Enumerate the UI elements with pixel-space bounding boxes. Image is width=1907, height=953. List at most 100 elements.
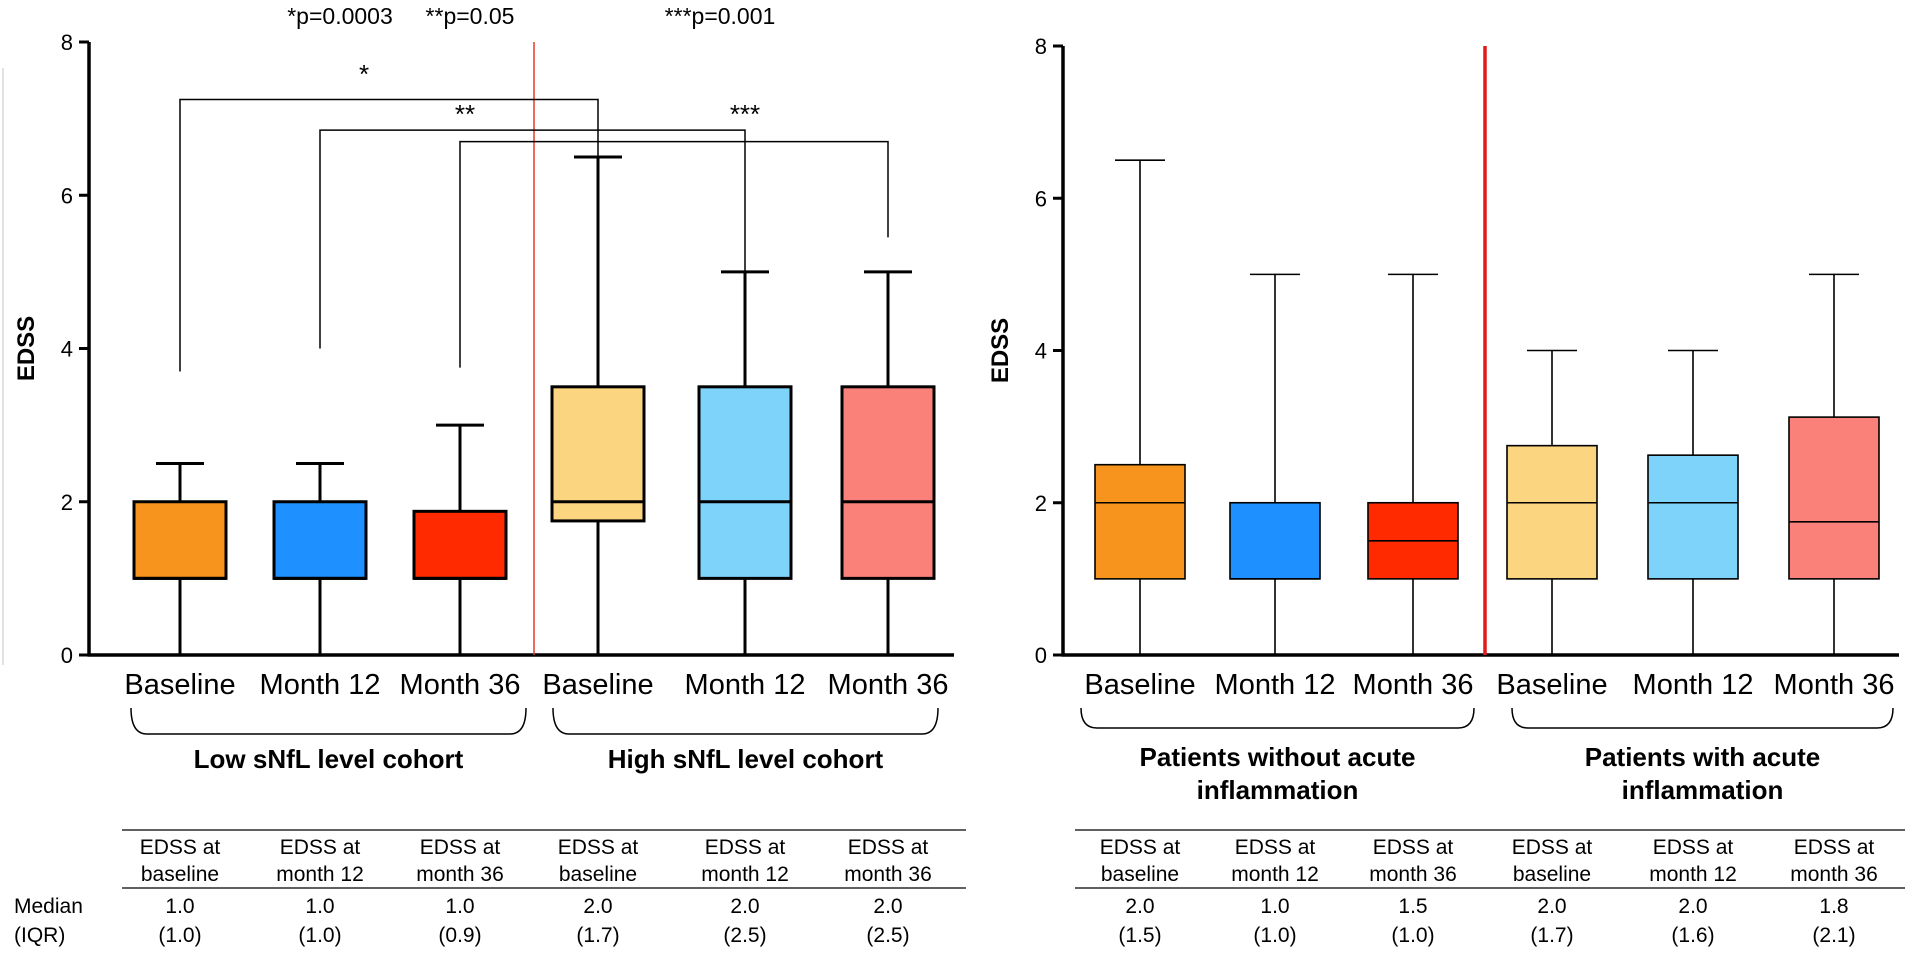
significance-star: ** [455, 99, 475, 129]
table-median-value: 1.0 [305, 895, 334, 918]
table-median-value: 2.0 [1537, 895, 1566, 918]
box-iqr [272, 500, 368, 580]
left-chart: 0 2 4 6 8 EDSS Baseline Month 12 Month 36 Baselin… [2, 3, 966, 947]
y-axis-label: EDSS [13, 316, 40, 381]
box-iqr [840, 385, 936, 580]
table-median-value: 2.0 [583, 895, 612, 918]
table-row-label: Median [14, 895, 83, 918]
y-tick-label: 2 [1035, 491, 1047, 516]
table-median-value: 1.8 [1819, 895, 1848, 918]
box-iqr [1229, 501, 1321, 580]
group-bracket [552, 707, 939, 735]
table-iqr-value: (1.7) [576, 924, 619, 947]
table-iqr-value: (1.7) [1530, 924, 1573, 947]
significance-p-value: *p=0.0003 [287, 3, 393, 29]
group-bracket [130, 707, 527, 735]
group-label: Patients without acute [1140, 742, 1416, 772]
table-header: EDSS at [1373, 836, 1454, 859]
table-median-value: 2.0 [1678, 895, 1707, 918]
group-label: inflammation [1197, 775, 1359, 805]
table-header: EDSS at [1235, 836, 1316, 859]
box-iqr [1094, 463, 1186, 580]
table-iqr-value: (0.9) [438, 924, 481, 947]
table-header: baseline [559, 863, 637, 886]
significance-bracket [459, 140, 889, 368]
table-iqr-value: (2.1) [1812, 924, 1855, 947]
table-header: month 36 [1369, 863, 1457, 886]
group-label: Low sNfL level cohort [194, 744, 464, 774]
y-tick-label: 0 [61, 643, 73, 668]
group-label: High sNfL level cohort [608, 744, 884, 774]
y-tick-label: 2 [61, 490, 73, 515]
significance-p-value: **p=0.05 [426, 3, 515, 29]
table-iqr-value: (1.0) [1391, 924, 1434, 947]
x-category-label: Baseline [1084, 669, 1195, 701]
y-tick-label: 8 [1035, 34, 1047, 59]
x-category-label: Month 36 [1353, 669, 1474, 701]
table-median-value: 1.0 [445, 895, 474, 918]
box-iqr [550, 385, 646, 523]
y-tick-label: 6 [61, 183, 73, 208]
significance-star: *** [730, 99, 760, 129]
box-iqr [1788, 416, 1880, 580]
group-label: inflammation [1622, 775, 1784, 805]
table-header: EDSS at [280, 836, 361, 859]
x-category-label: Month 36 [400, 669, 521, 701]
group-bracket [1080, 707, 1475, 729]
y-axis-label: EDSS [987, 318, 1014, 383]
significance-p-value: ***p=0.001 [665, 3, 776, 29]
table-header: baseline [1101, 863, 1179, 886]
x-category-label: Month 36 [828, 669, 949, 701]
y-tick-label: 0 [1035, 643, 1047, 668]
table-header: EDSS at [1653, 836, 1734, 859]
box-iqr [412, 509, 508, 580]
significance-bracket [179, 98, 599, 372]
table-row-label: (IQR) [14, 924, 65, 947]
table-iqr-value: (1.0) [158, 924, 201, 947]
table-iqr-value: (1.0) [1253, 924, 1296, 947]
table-iqr-value: (2.5) [723, 924, 766, 947]
table-header: EDSS at [1512, 836, 1593, 859]
table-median-value: 2.0 [1125, 895, 1154, 918]
x-category-label: Month 12 [685, 669, 806, 701]
box-iqr [1506, 444, 1598, 580]
x-category-label: Month 12 [1215, 669, 1336, 701]
y-tick-label: 8 [61, 30, 73, 55]
significance-star: * [359, 59, 369, 89]
table-header: EDSS at [1794, 836, 1875, 859]
table-header: EDSS at [705, 836, 786, 859]
x-category-label: Month 12 [260, 669, 381, 701]
table-median-value: 1.0 [1260, 895, 1289, 918]
table-header: month 12 [701, 863, 789, 886]
x-category-label: Baseline [542, 669, 653, 701]
table-median-value: 2.0 [730, 895, 759, 918]
y-tick-label: 4 [61, 337, 73, 362]
box-iqr [132, 500, 228, 580]
table-header: EDSS at [140, 836, 221, 859]
table-header: month 12 [276, 863, 364, 886]
table-iqr-value: (1.5) [1118, 924, 1161, 947]
table-header: EDSS at [1100, 836, 1181, 859]
right-chart: 0 2 4 6 8 EDSS Baseline Month 12 Month 36 Baselin… [987, 34, 1905, 947]
table-header: EDSS at [848, 836, 929, 859]
table-header: EDSS at [420, 836, 501, 859]
box-iqr [1647, 454, 1739, 580]
box-iqr [697, 385, 793, 580]
table-header: month 36 [844, 863, 932, 886]
table-iqr-value: (1.0) [298, 924, 341, 947]
table-header: month 12 [1231, 863, 1319, 886]
table-median-value: 1.0 [165, 895, 194, 918]
group-bracket [1511, 707, 1894, 729]
y-tick-label: 4 [1035, 339, 1047, 364]
x-category-label: Month 36 [1774, 669, 1895, 701]
x-category-label: Baseline [1496, 669, 1607, 701]
table-iqr-value: (2.5) [866, 924, 909, 947]
y-tick-label: 6 [1035, 186, 1047, 211]
table-header: baseline [1513, 863, 1591, 886]
significance-bracket [319, 129, 746, 349]
table-median-value: 2.0 [873, 895, 902, 918]
table-median-value: 1.5 [1398, 895, 1427, 918]
table-header: month 12 [1649, 863, 1737, 886]
group-label: Patients with acute [1585, 742, 1821, 772]
